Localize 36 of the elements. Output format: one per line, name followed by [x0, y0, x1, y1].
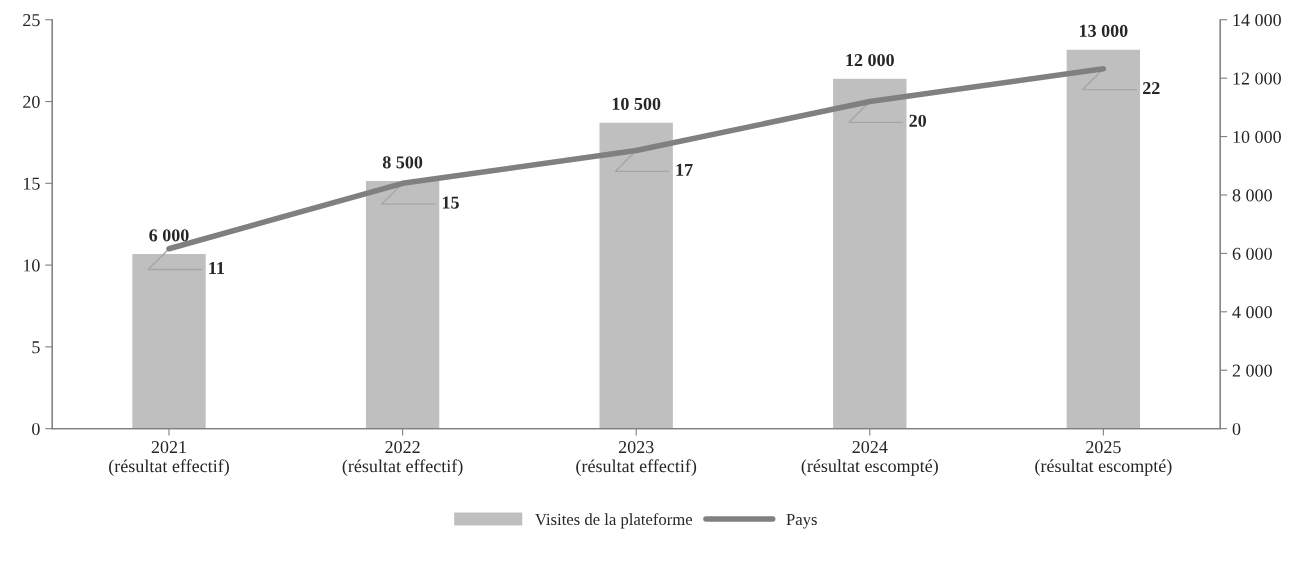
legend-label: Pays: [786, 513, 817, 529]
y-tick-label: 5: [32, 341, 40, 354]
x-tick-label: 2021 (résultat effectif): [109, 440, 229, 476]
legend-label: Visites de la plateforme: [535, 513, 693, 529]
data-label: 20: [909, 114, 927, 127]
data-label: 8 500: [382, 156, 423, 169]
y-tick-label: 20: [23, 95, 40, 108]
y2-tick-label: 2 000: [1232, 364, 1272, 377]
data-label: 12 000: [846, 53, 894, 67]
data-label: 13 000: [1080, 24, 1128, 37]
y-tick-label: 15: [23, 177, 40, 190]
bar: [1065, 48, 1142, 429]
x-tick-label: 2024 (résultat escompté): [801, 440, 938, 476]
bar: [598, 121, 675, 429]
y-tick-label: 10: [23, 259, 40, 272]
x-tick-label: 2022 (résultat effectif): [342, 440, 463, 476]
bar: [364, 179, 441, 429]
y2-tick-label: 12 000: [1233, 72, 1281, 85]
bar: [130, 252, 208, 429]
data-label: 15: [442, 196, 459, 209]
data-label: 6 000: [149, 229, 189, 242]
data-label: 10 500: [612, 97, 661, 110]
y2-tick-label: 4 000: [1232, 306, 1272, 319]
data-label: 17: [676, 163, 693, 176]
bar: [831, 77, 908, 429]
data-label: 22: [1143, 82, 1160, 94]
y2-tick-label: 10 000: [1233, 130, 1281, 144]
data-label: 11: [209, 261, 225, 274]
y-tick-label: 0: [32, 422, 40, 436]
y2-tick-label: 8 000: [1232, 189, 1272, 202]
y2-tick-label: 0: [1232, 422, 1241, 436]
y2-tick-label: 14 000: [1233, 14, 1281, 27]
y-tick-label: 25: [23, 14, 40, 27]
x-tick-label: 2025 (résultat escompté): [1035, 440, 1172, 476]
y2-tick-label: 6 000: [1232, 247, 1272, 260]
x-tick-label: 2023 (résultat effectif): [576, 440, 697, 476]
